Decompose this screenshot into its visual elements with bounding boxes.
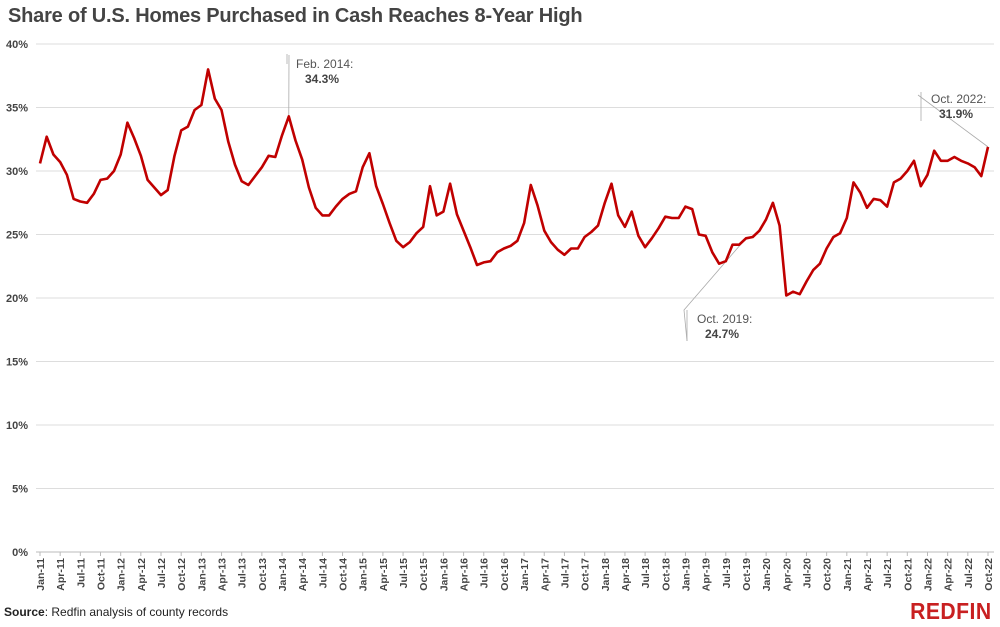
x-tick-label: Oct-16 bbox=[499, 558, 511, 591]
x-tick-label: Jul-19 bbox=[721, 558, 733, 589]
source-note: Source: Redfin analysis of county record… bbox=[4, 605, 228, 619]
x-tick-label: Apr-16 bbox=[459, 558, 471, 591]
x-tick-label: Jan-11 bbox=[35, 558, 47, 591]
y-tick-label: 0% bbox=[12, 547, 28, 559]
x-tick-label: Oct-15 bbox=[418, 558, 430, 591]
series-line bbox=[38, 68, 990, 297]
y-tick-label: 35% bbox=[6, 103, 28, 115]
x-tick-label: Jul-18 bbox=[640, 558, 652, 589]
y-tick-label: 20% bbox=[6, 293, 28, 305]
x-tick-label: Apr-21 bbox=[862, 558, 874, 591]
x-tick-label: Jan-20 bbox=[761, 558, 773, 591]
x-tick-label: Apr-14 bbox=[297, 558, 309, 591]
x-tick-label: Jan-15 bbox=[358, 558, 370, 591]
x-tick-label: Jan-14 bbox=[277, 558, 289, 591]
redfin-logo: REDFIN bbox=[910, 598, 992, 624]
x-tick-label: Jul-12 bbox=[156, 558, 168, 589]
x-tick-label: Jul-16 bbox=[479, 558, 491, 589]
annotation-feb-2014-label: Feb. 2014: bbox=[296, 57, 353, 71]
x-tick-label: Apr-12 bbox=[136, 558, 148, 591]
annotation-oct-2019-value: 24.7% bbox=[705, 327, 739, 341]
x-tick-label: Jan-17 bbox=[519, 558, 531, 591]
source-label: Source bbox=[4, 605, 45, 619]
x-tick-label: Jan-21 bbox=[842, 558, 854, 591]
x-axis: Jan-11 Apr-11 Jul-11 Oct-11 Jan-12 Apr-12 Jul-… bbox=[35, 552, 995, 591]
x-tick-label: Jul-14 bbox=[317, 558, 329, 589]
x-tick-label: Jul-13 bbox=[237, 558, 249, 589]
x-tick-label: Apr-15 bbox=[378, 558, 390, 591]
x-tick-label: Jul-11 bbox=[75, 558, 87, 588]
annotation-oct-2022-label: Oct. 2022: bbox=[931, 92, 986, 106]
x-tick-label: Oct-22 bbox=[983, 558, 995, 591]
x-tick-label: Oct-12 bbox=[176, 558, 188, 591]
series-points bbox=[39, 69, 989, 296]
x-tick-label: Oct-21 bbox=[902, 558, 914, 591]
x-tick-label: Apr-20 bbox=[781, 558, 793, 591]
y-tick-label: 5% bbox=[12, 484, 28, 496]
y-tick-label: 25% bbox=[6, 230, 28, 242]
y-tick-label: 15% bbox=[6, 357, 28, 369]
x-tick-label: Oct-17 bbox=[580, 558, 592, 591]
x-tick-label: Jul-15 bbox=[398, 558, 410, 589]
x-tick-label: Jan-18 bbox=[600, 558, 612, 591]
x-tick-label: Apr-18 bbox=[620, 558, 632, 591]
x-tick-label: Jan-22 bbox=[922, 558, 934, 591]
x-tick-label: Oct-19 bbox=[741, 558, 753, 591]
x-tick-label: Jul-17 bbox=[559, 558, 571, 589]
x-tick-label: Oct-13 bbox=[257, 558, 269, 591]
x-tick-label: Oct-18 bbox=[660, 558, 672, 591]
x-tick-label: Apr-11 bbox=[55, 558, 67, 591]
x-tick-label: Jan-13 bbox=[196, 558, 208, 591]
x-tick-label: Jan-19 bbox=[680, 558, 692, 591]
y-tick-label: 40% bbox=[6, 39, 28, 51]
x-tick-label: Jul-20 bbox=[801, 558, 813, 589]
x-tick-label: Oct-20 bbox=[822, 558, 834, 591]
x-tick-label: Oct-14 bbox=[338, 558, 350, 591]
x-tick-label: Jan-16 bbox=[438, 558, 450, 591]
x-tick-label: Apr-13 bbox=[217, 558, 229, 591]
y-tick-label: 30% bbox=[6, 166, 28, 178]
annotation-feb-2014-value: 34.3% bbox=[305, 72, 339, 86]
x-tick-label: Apr-22 bbox=[943, 558, 955, 591]
annotation-oct-2019-label: Oct. 2019: bbox=[697, 312, 752, 326]
x-tick-label: Jul-22 bbox=[963, 558, 975, 589]
annotation-leader bbox=[917, 94, 989, 148]
x-tick-label: Apr-19 bbox=[701, 558, 713, 591]
y-axis: 0% 5% 10% 15% 20% 25% 30% 35% 40% bbox=[6, 39, 28, 559]
gridlines bbox=[36, 43, 994, 553]
chart-title: Share of U.S. Homes Purchased in Cash Re… bbox=[8, 5, 583, 27]
x-tick-label: Jul-21 bbox=[882, 558, 894, 589]
x-tick-label: Oct-11 bbox=[96, 558, 108, 590]
source-text: : Redfin analysis of county records bbox=[44, 605, 229, 619]
y-tick-label: 10% bbox=[6, 420, 28, 432]
x-tick-label: Jan-12 bbox=[116, 558, 128, 591]
annotation-oct-2022-value: 31.9% bbox=[939, 107, 973, 121]
x-tick-label: Apr-17 bbox=[539, 558, 551, 591]
